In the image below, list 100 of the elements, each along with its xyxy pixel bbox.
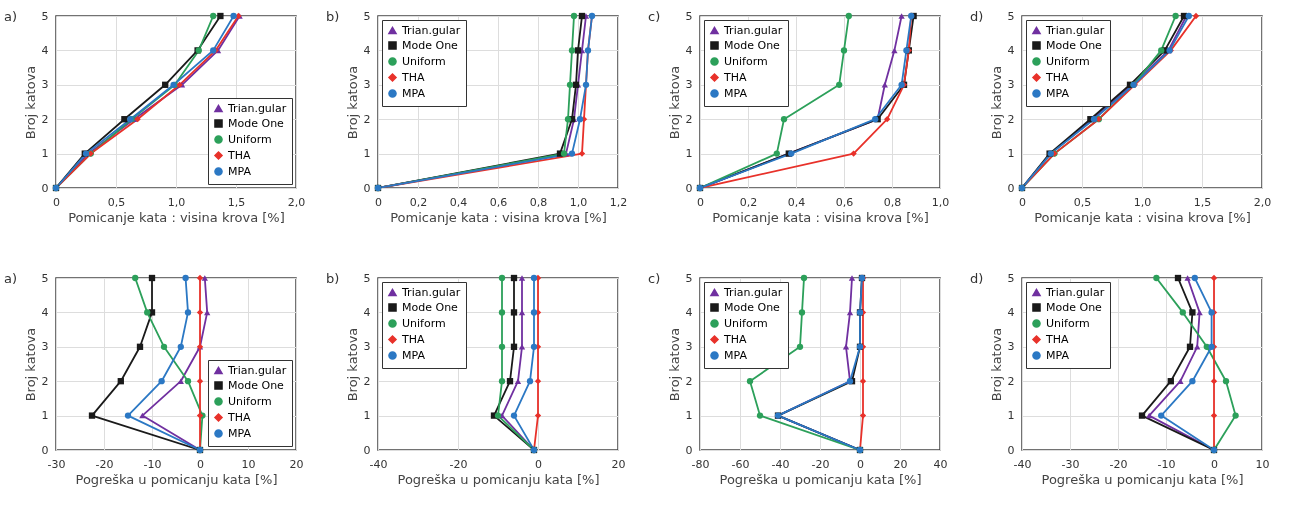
legend-label: MPA xyxy=(724,86,748,100)
y-tick-label: 1 xyxy=(1007,409,1015,423)
y-tick-label: 5 xyxy=(363,9,371,23)
x-tick-label: 0 xyxy=(1211,457,1218,471)
legend-label: Trian.gular xyxy=(401,285,461,299)
legend-label: THA xyxy=(1045,70,1069,84)
x-tick-label: 40 xyxy=(933,457,948,471)
x-tick-label: 20 xyxy=(611,457,626,471)
legend-label: THA xyxy=(227,410,251,424)
y-tick-label: 5 xyxy=(685,271,693,285)
y-tick-label: 5 xyxy=(1007,9,1015,23)
y-tick-label: 0 xyxy=(363,181,371,195)
x-tick-label: -30 xyxy=(47,457,66,471)
x-axis-title: Pogreška u pomicanju kata [%] xyxy=(719,471,922,487)
x-tick-label: 0,6 xyxy=(489,195,508,209)
legend-label: Mode One xyxy=(724,38,781,52)
y-axis-title: Broj katova xyxy=(344,65,360,140)
y-tick-label: 3 xyxy=(685,340,693,354)
legend-label: Uniform xyxy=(1046,54,1090,68)
y-tick-label: 3 xyxy=(363,340,371,354)
x-tick-label: -40 xyxy=(1013,457,1032,471)
x-tick-label: 1,5 xyxy=(1193,195,1212,209)
y-tick-label: 1 xyxy=(41,147,49,161)
x-tick-label: -40 xyxy=(369,457,388,471)
legend-label: Mode One xyxy=(402,300,459,314)
legend-label: Uniform xyxy=(228,394,272,408)
y-tick-label: 2 xyxy=(41,112,49,126)
x-tick-label: 0,8 xyxy=(529,195,548,209)
legend-label: Trian.gular xyxy=(227,363,287,377)
y-axis-title: Broj katova xyxy=(988,327,1004,402)
chart-title: d) xyxy=(970,271,984,286)
y-tick-label: 4 xyxy=(685,43,693,57)
legend-label: Uniform xyxy=(402,316,446,330)
y-axis-title: Broj katova xyxy=(666,65,682,140)
x-tick-label: 0 xyxy=(1019,195,1026,209)
x-tick-label: 0 xyxy=(857,457,864,471)
x-tick-label: 20 xyxy=(289,457,304,471)
x-tick-label: 20 xyxy=(893,457,908,471)
x-axis-title: Pomicanje kata : visina krova [%] xyxy=(1034,209,1251,225)
legend-label: Trian.gular xyxy=(723,23,783,37)
x-tick-label: 0 xyxy=(197,457,204,471)
x-axis-title: Pomicanje kata : visina krova [%] xyxy=(390,209,607,225)
x-tick-label: 0,2 xyxy=(739,195,758,209)
legend-label: Uniform xyxy=(228,132,272,146)
x-tick-label: -20 xyxy=(1109,457,1128,471)
x-tick-label: -20 xyxy=(95,457,114,471)
legend-label: Trian.gular xyxy=(401,23,461,37)
x-tick-label: 1,0 xyxy=(931,195,950,209)
x-tick-label: -80 xyxy=(691,457,710,471)
y-tick-label: 0 xyxy=(685,181,693,195)
legend-label: Trian.gular xyxy=(723,285,783,299)
y-tick-label: 4 xyxy=(685,305,693,319)
y-tick-label: 1 xyxy=(363,147,371,161)
y-tick-label: 2 xyxy=(363,374,371,388)
y-tick-label: 5 xyxy=(1007,271,1015,285)
chart-title: a) xyxy=(4,9,18,24)
legend-label: Uniform xyxy=(402,54,446,68)
x-tick-label: 2,0 xyxy=(1253,195,1272,209)
legend-label: Mode One xyxy=(228,116,285,130)
x-tick-label: 0,6 xyxy=(835,195,854,209)
chart-title: c) xyxy=(648,271,661,286)
y-tick-label: 3 xyxy=(363,78,371,92)
x-tick-label: 10 xyxy=(1255,457,1270,471)
legend-label: Trian.gular xyxy=(1045,23,1105,37)
y-tick-label: 4 xyxy=(41,305,49,319)
y-tick-label: 5 xyxy=(685,9,693,23)
x-tick-label: -60 xyxy=(731,457,750,471)
y-tick-label: 0 xyxy=(685,443,693,457)
y-tick-label: 1 xyxy=(363,409,371,423)
legend-label: MPA xyxy=(402,348,426,362)
y-tick-label: 0 xyxy=(363,443,371,457)
x-tick-label: 1,5 xyxy=(227,195,246,209)
legend-label: MPA xyxy=(1046,348,1070,362)
y-axis-title: Broj katova xyxy=(22,327,38,402)
y-tick-label: 5 xyxy=(41,9,49,23)
legend-label: MPA xyxy=(228,426,252,440)
y-tick-label: 4 xyxy=(363,43,371,57)
y-tick-label: 0 xyxy=(41,443,49,457)
y-tick-label: 0 xyxy=(1007,181,1015,195)
y-tick-label: 1 xyxy=(1007,147,1015,161)
y-axis-title: Broj katova xyxy=(666,327,682,402)
x-tick-label: 0,4 xyxy=(787,195,806,209)
x-tick-label: -40 xyxy=(771,457,790,471)
x-tick-label: 0 xyxy=(535,457,542,471)
legend-label: Mode One xyxy=(1046,38,1103,52)
x-tick-label: 10 xyxy=(241,457,256,471)
legend-label: Uniform xyxy=(1046,316,1090,330)
y-tick-label: 0 xyxy=(41,181,49,195)
y-tick-label: 3 xyxy=(41,340,49,354)
y-tick-label: 2 xyxy=(1007,374,1015,388)
legend-label: Mode One xyxy=(724,300,781,314)
y-tick-label: 2 xyxy=(363,112,371,126)
x-tick-label: 0,5 xyxy=(1073,195,1092,209)
x-tick-label: 0 xyxy=(375,195,382,209)
y-tick-label: 2 xyxy=(41,374,49,388)
x-axis-title: Pomicanje kata : visina krova [%] xyxy=(68,209,285,225)
chart-title: b) xyxy=(326,271,340,286)
y-tick-label: 2 xyxy=(685,112,693,126)
legend-label: Trian.gular xyxy=(227,101,287,115)
x-tick-label: -20 xyxy=(811,457,830,471)
